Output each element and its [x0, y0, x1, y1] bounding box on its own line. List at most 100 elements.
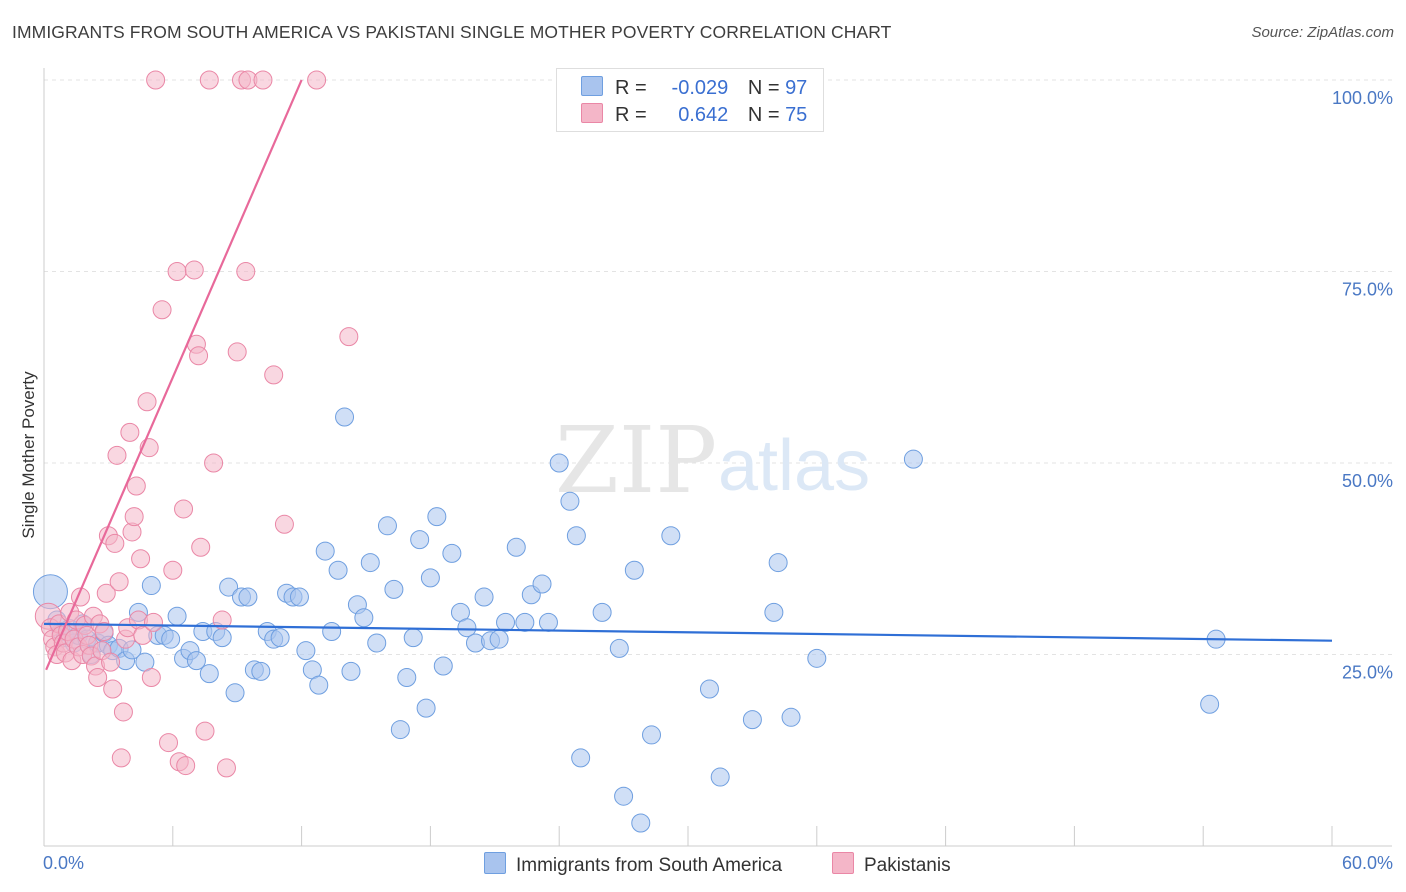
- blue-point: [768, 553, 788, 573]
- pink-point: [163, 560, 183, 580]
- pink-point: [199, 70, 219, 90]
- pink-point: [101, 652, 121, 672]
- pink-point: [126, 476, 146, 496]
- blue-point: [427, 507, 447, 527]
- correlation-legend: R = -0.029 N = 97 R = 0.642 N = 75: [556, 68, 824, 132]
- trend-lines: [43, 79, 1333, 671]
- blue-point: [328, 560, 348, 580]
- grid-lines: [44, 79, 1392, 655]
- blue-point: [433, 656, 453, 676]
- pink-point: [204, 453, 224, 473]
- pink-point: [109, 572, 129, 592]
- blue-point: [335, 407, 355, 427]
- axes: [43, 68, 1392, 847]
- blue-point: [289, 587, 309, 607]
- blue-point: [532, 574, 552, 594]
- blue-point: [377, 516, 397, 536]
- pink-point: [113, 702, 133, 722]
- blue-point: [903, 449, 923, 469]
- blue-point: [515, 612, 535, 632]
- blue-point: [624, 560, 644, 580]
- pink-point: [176, 756, 196, 776]
- pink-point: [146, 70, 166, 90]
- blue-point: [238, 587, 258, 607]
- watermark: ZIP atlas: [555, 407, 870, 514]
- blue-point: [225, 683, 245, 703]
- blue-point: [631, 813, 651, 833]
- pink-point: [174, 499, 194, 519]
- blue-point: [742, 710, 762, 730]
- blue-point: [322, 622, 342, 642]
- blue-point: [560, 491, 580, 511]
- blue-point: [212, 628, 232, 648]
- legend-r-value: 0.642: [678, 104, 729, 126]
- pink-point: [88, 667, 108, 687]
- blue-point: [167, 606, 187, 626]
- pink-point: [159, 733, 179, 753]
- pink-point: [111, 748, 131, 768]
- blue-point: [251, 661, 271, 681]
- blue-point: [566, 526, 586, 546]
- pink-point: [195, 721, 215, 741]
- pink-point: [307, 70, 327, 90]
- legend-n-label: N =: [747, 104, 780, 126]
- legend-swatch-pink: [581, 103, 603, 123]
- legend-r-value: -0.029: [671, 77, 729, 99]
- pink-point: [189, 346, 209, 366]
- blue-point: [315, 541, 335, 561]
- legend-row-pink: R = 0.642 N = 75: [581, 103, 807, 127]
- pink-point: [216, 758, 236, 778]
- pink-point: [137, 392, 157, 412]
- y-tick-labels: 25.0% 50.0% 75.0% 100.0%: [1332, 88, 1393, 683]
- blue-point: [710, 767, 730, 787]
- blue-point: [390, 720, 410, 740]
- pink-point: [253, 70, 273, 90]
- series-immigrants-south-america: [32, 407, 1226, 833]
- blue-point: [403, 628, 423, 648]
- blue-point: [549, 453, 569, 473]
- blue-point: [354, 608, 374, 628]
- legend-n-label: N =: [747, 77, 780, 99]
- bottom-legend-label-pink: Pakistanis: [864, 855, 951, 876]
- y-tick-label-50: 50.0%: [1342, 471, 1393, 491]
- blue-point: [609, 638, 629, 658]
- watermark-zip: ZIP: [555, 407, 717, 514]
- pink-point: [94, 622, 114, 642]
- legend-n-value: 97: [785, 77, 808, 99]
- blue-point: [416, 698, 436, 718]
- blue-point: [186, 651, 206, 671]
- x-tick-label-min: 0.0%: [43, 853, 84, 873]
- blue-point: [614, 786, 634, 806]
- pink-point: [236, 262, 256, 281]
- blue-point: [642, 725, 662, 745]
- blue-point: [410, 530, 430, 550]
- pink-point: [274, 514, 294, 534]
- blue-point: [442, 543, 462, 563]
- y-axis-label: Single Mother Poverty: [19, 371, 38, 539]
- blue-point: [384, 579, 404, 599]
- bottom-legend-blue: Immigrants from South America: [484, 852, 782, 877]
- blue-point: [341, 661, 361, 681]
- pink-point: [103, 679, 123, 699]
- blue-point: [489, 629, 509, 649]
- pink-point: [107, 445, 127, 465]
- bottom-legend-swatch-blue: [484, 852, 506, 874]
- y-tick-label-75: 75.0%: [1342, 280, 1393, 300]
- blue-point: [571, 748, 591, 768]
- legend-n-value: 75: [785, 104, 808, 126]
- blue-point: [360, 553, 380, 573]
- blue-point: [296, 641, 316, 661]
- legend-row-blue: R = -0.029 N = 97: [581, 76, 807, 100]
- chart-title: IMMIGRANTS FROM SOUTH AMERICA VS PAKISTA…: [12, 22, 892, 42]
- bottom-legend-pink: Pakistanis: [832, 852, 951, 877]
- source-label: Source: ZipAtlas.com: [1251, 24, 1394, 41]
- pink-point: [131, 549, 151, 569]
- pink-point: [339, 327, 359, 347]
- blue-point: [764, 602, 784, 622]
- y-tick-label-25: 25.0%: [1342, 663, 1393, 683]
- legend-swatch-blue: [581, 76, 603, 96]
- blue-point: [1200, 694, 1220, 714]
- blue-point: [457, 618, 477, 638]
- blue-point: [161, 629, 181, 649]
- x-tick-label-max: 60.0%: [1342, 853, 1393, 873]
